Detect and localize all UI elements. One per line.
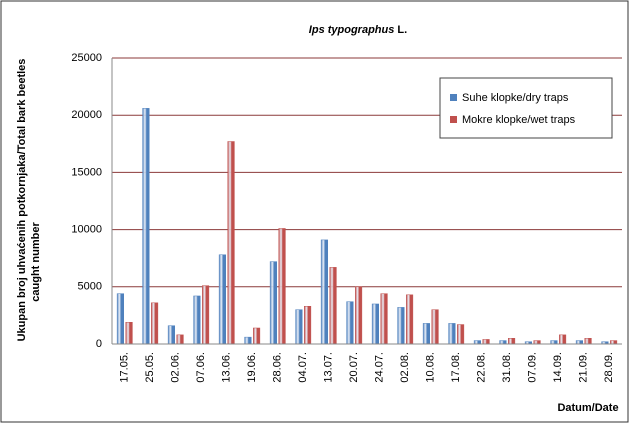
bar bbox=[380, 293, 388, 345]
bar bbox=[346, 301, 354, 345]
legend-label: Suhe klopke/dry traps bbox=[462, 92, 569, 104]
x-axis-label: Datum/Date bbox=[557, 402, 618, 414]
title-species: Ips typographus bbox=[309, 24, 395, 36]
x-tick-label: 13.07. bbox=[323, 352, 335, 383]
bar bbox=[125, 322, 133, 345]
x-tick-label: 02.06. bbox=[170, 352, 182, 383]
bar bbox=[151, 302, 159, 345]
x-tick-label: 22.08. bbox=[476, 352, 488, 383]
y-tick-label: 25000 bbox=[71, 52, 102, 64]
legend-swatch bbox=[450, 94, 457, 101]
bar bbox=[202, 285, 210, 345]
x-tick-label: 04.07. bbox=[297, 352, 309, 383]
bar bbox=[278, 228, 286, 345]
bar bbox=[193, 295, 201, 345]
legend-label: Mokre klopke/wet traps bbox=[462, 114, 576, 126]
bar bbox=[457, 324, 465, 345]
legend-box bbox=[439, 77, 613, 139]
bar bbox=[244, 336, 252, 345]
x-tick-label: 28.09. bbox=[603, 352, 615, 383]
x-tick-label: 21.09. bbox=[578, 352, 590, 383]
bar bbox=[473, 340, 481, 345]
x-tick-label: 07.09. bbox=[527, 352, 539, 383]
bar bbox=[320, 239, 328, 345]
bar bbox=[269, 261, 277, 345]
bar bbox=[295, 309, 303, 345]
bar bbox=[448, 323, 456, 345]
bar bbox=[167, 325, 175, 345]
bar bbox=[116, 293, 125, 345]
x-tick-label: 31.08. bbox=[501, 352, 513, 383]
bar bbox=[329, 267, 337, 345]
bar bbox=[406, 294, 414, 345]
y-axis-label: Ukupan broj uhvaćenih potkornjaka/Total … bbox=[16, 59, 42, 342]
y-tick-label: 5000 bbox=[78, 281, 102, 293]
x-tick-label: 10.08. bbox=[425, 352, 437, 383]
bar bbox=[482, 339, 490, 345]
bar bbox=[584, 338, 592, 345]
y-tick-label: 0 bbox=[96, 338, 102, 350]
x-tick-label: 17.05. bbox=[119, 352, 131, 383]
bar bbox=[142, 108, 150, 345]
bar bbox=[422, 323, 430, 345]
x-tick-label: 07.06. bbox=[195, 352, 207, 383]
y-tick-label: 20000 bbox=[71, 109, 102, 121]
x-tick-label: 17.08. bbox=[450, 352, 462, 383]
title-author: L. bbox=[397, 24, 407, 36]
bar bbox=[227, 141, 235, 345]
y-tick-label: 10000 bbox=[71, 224, 102, 236]
bar bbox=[397, 307, 405, 345]
x-tick-label: 19.06. bbox=[246, 352, 258, 383]
bar bbox=[176, 334, 184, 345]
x-tick-label: 28.06. bbox=[272, 352, 284, 383]
x-tick-label: 25.05. bbox=[144, 352, 156, 383]
bar bbox=[371, 303, 379, 345]
bar bbox=[431, 309, 439, 345]
x-tick-label: 14.09. bbox=[552, 352, 564, 383]
y-axis-label-line: Ukupan broj uhvaćenih potkornjaka/Total … bbox=[16, 59, 28, 342]
bar bbox=[304, 305, 312, 345]
x-tick-label: 24.07. bbox=[374, 352, 386, 383]
chart-title: Ips typographus L. bbox=[309, 24, 407, 36]
bar bbox=[550, 340, 558, 345]
bar bbox=[355, 286, 363, 345]
bar bbox=[218, 254, 226, 345]
bar bbox=[499, 340, 507, 345]
bar bbox=[559, 334, 567, 345]
x-tick-label: 20.07. bbox=[348, 352, 360, 383]
y-axis-label-line: caught number bbox=[30, 222, 42, 302]
legend-swatch bbox=[450, 116, 457, 123]
bar bbox=[508, 338, 516, 345]
bar bbox=[610, 340, 618, 345]
bar bbox=[253, 327, 261, 345]
x-tick-label: 13.06. bbox=[221, 352, 233, 383]
bar bbox=[533, 340, 541, 345]
bar bbox=[575, 340, 583, 345]
y-tick-label: 15000 bbox=[71, 166, 102, 178]
x-tick-label: 02.08. bbox=[399, 352, 411, 383]
